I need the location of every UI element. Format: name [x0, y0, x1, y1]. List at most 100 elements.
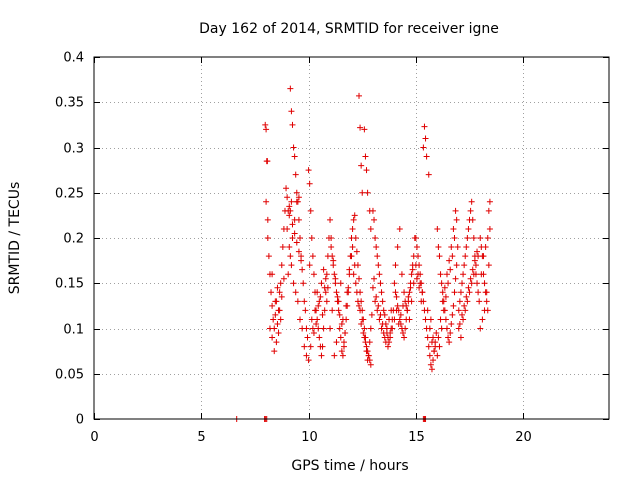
data-point — [289, 221, 296, 228]
data-point — [297, 235, 303, 241]
data-point — [337, 280, 344, 287]
data-point — [401, 334, 408, 341]
data-point — [375, 262, 382, 269]
data-point — [336, 311, 343, 318]
data-point — [459, 311, 466, 318]
data-point — [433, 330, 440, 337]
data-point — [440, 307, 447, 314]
y-axis-label: SRMTID / TECUs — [7, 182, 23, 295]
data-point — [448, 320, 455, 327]
data-point — [327, 216, 334, 223]
data-point — [463, 244, 470, 251]
data-point — [463, 293, 470, 300]
data-point — [288, 262, 295, 269]
data-point — [275, 330, 282, 337]
data-point — [443, 325, 450, 332]
data-point — [455, 307, 462, 314]
data-point — [422, 316, 429, 323]
chart-title: Day 162 of 2014, SRMTID for receiver ign… — [199, 21, 499, 37]
data-point — [396, 316, 403, 323]
data-point — [358, 320, 365, 327]
data-point — [485, 207, 492, 214]
data-point — [474, 248, 481, 255]
data-point — [271, 348, 278, 355]
axis-ticks: 0 0.05 0.1 0.15 0.2 0.25 0.3 0.35 0.4 0 5 10 15 20 — [55, 51, 609, 445]
data-point — [483, 298, 490, 305]
data-point — [460, 316, 467, 323]
data-point — [366, 357, 373, 364]
data-point — [455, 325, 462, 332]
data-point — [357, 124, 364, 131]
data-point — [436, 253, 443, 260]
data-point — [287, 85, 294, 92]
data-point — [287, 207, 294, 214]
data-point — [295, 248, 302, 255]
data-point — [469, 266, 476, 273]
data-point — [277, 316, 284, 323]
data-point — [335, 307, 342, 314]
data-point — [312, 307, 319, 314]
data-point — [403, 302, 410, 309]
data-point — [471, 257, 478, 264]
data-point — [348, 253, 355, 260]
data-point — [462, 307, 469, 314]
data-point — [439, 298, 446, 305]
data-point — [363, 343, 370, 350]
data-point — [426, 352, 433, 359]
data-point — [389, 325, 396, 332]
data-point — [453, 262, 460, 269]
data-point — [369, 207, 376, 214]
data-point — [276, 289, 283, 296]
data-point — [288, 198, 295, 205]
data-point — [374, 253, 381, 260]
data-point — [323, 298, 330, 305]
data-point — [302, 307, 309, 314]
data-point — [264, 235, 271, 241]
data-point — [273, 339, 280, 346]
data-point — [350, 271, 357, 278]
data-point — [278, 293, 285, 300]
data-point — [322, 289, 329, 296]
data-point — [392, 262, 399, 269]
data-point — [286, 212, 293, 219]
data-point — [316, 334, 323, 341]
data-point — [377, 280, 384, 287]
data-point — [293, 239, 300, 246]
data-point — [291, 216, 298, 223]
data-point — [328, 244, 335, 251]
data-point — [284, 225, 291, 232]
data-point — [397, 311, 404, 318]
data-point — [335, 298, 342, 305]
data-point — [356, 302, 363, 309]
y-tick-label: 0.35 — [55, 96, 84, 111]
data-point — [262, 121, 269, 128]
data-point — [286, 244, 293, 251]
data-point — [477, 235, 484, 241]
data-point — [450, 225, 457, 232]
data-point — [309, 325, 316, 332]
y-tick-label: 0.15 — [55, 277, 84, 292]
data-point — [280, 275, 287, 282]
data-point — [419, 289, 426, 296]
data-point — [301, 343, 308, 350]
data-point — [329, 253, 336, 260]
data-point — [377, 311, 384, 318]
data-point — [425, 343, 432, 350]
data-point — [269, 271, 276, 278]
data-point — [307, 207, 314, 214]
data-point — [308, 316, 315, 323]
data-point — [356, 92, 363, 99]
data-point — [468, 280, 475, 287]
data-point — [410, 280, 417, 287]
data-point — [475, 289, 482, 296]
data-point — [323, 271, 330, 278]
data-point — [422, 135, 429, 142]
data-point — [456, 298, 463, 305]
data-point — [407, 284, 414, 291]
data-point — [486, 225, 493, 232]
data-point — [301, 298, 308, 305]
data-point — [361, 325, 368, 332]
data-point — [451, 289, 458, 296]
data-point — [321, 307, 328, 314]
data-point — [322, 275, 329, 282]
